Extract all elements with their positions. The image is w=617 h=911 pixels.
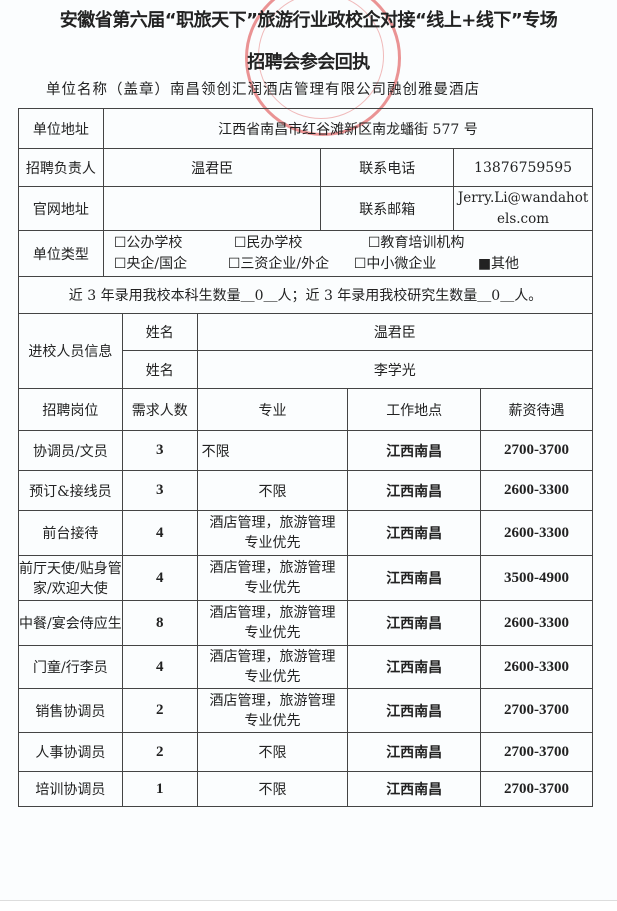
job-position: 人事协调员 (18, 732, 123, 772)
type-options: ☐公办学校 ☐民办学校 ☐教育培训机构 ☐央企/国企 ☐三资企业/外企 ☐中小微企业 ■其… (102, 230, 594, 277)
contact-label: 招聘负责人 (18, 148, 104, 187)
job-location: 江西南昌 (347, 470, 482, 511)
type-sme[interactable]: ☐中小微企业 (353, 255, 437, 272)
job-location: 江西南昌 (347, 645, 482, 689)
job-location: 江西南昌 (347, 771, 482, 807)
job-salary: 3500-4900 (480, 555, 593, 601)
type-training[interactable]: ☐教育培训机构 (367, 234, 465, 251)
visitor-name-label: 姓名 (121, 313, 198, 351)
job-count: 1 (121, 771, 198, 807)
website-label: 官网地址 (18, 186, 104, 231)
job-location: 江西南昌 (347, 688, 482, 733)
job-position: 预订&接线员 (18, 470, 123, 511)
job-major: 酒店管理，旅游管理专业优先 (196, 688, 349, 733)
job-position: 门童/行李员 (18, 645, 123, 689)
address-value: 江西省南昌市红谷滩新区南龙蟠街 577 号 (102, 108, 594, 149)
phone-label: 联系电话 (320, 148, 455, 187)
job-position: 销售协调员 (18, 688, 123, 733)
job-row: 前厅天使/贴身管家/欢迎大使 4 酒店管理，旅游管理专业优先 江西南昌 3500-490… (18, 555, 593, 601)
job-salary: 2600-3300 (480, 510, 593, 556)
job-row: 前台接待 4 酒店管理，旅游管理专业优先 江西南昌 2600-3300 (18, 510, 593, 556)
job-count: 3 (121, 470, 198, 511)
job-location: 江西南昌 (347, 510, 482, 556)
job-count: 8 (121, 600, 198, 646)
job-major: 酒店管理，旅游管理专业优先 (196, 600, 349, 646)
job-salary: 2600-3300 (480, 470, 593, 511)
job-row: 协调员/文员 3 不限 江西南昌 2700-3700 (18, 430, 593, 471)
website-value (102, 186, 322, 231)
job-salary: 2600-3300 (480, 645, 593, 689)
job-row: 中餐/宴会侍应生 8 酒店管理，旅游管理专业优先 江西南昌 2600-3300 (18, 600, 593, 646)
job-salary: 2700-3700 (480, 430, 593, 471)
job-salary: 2700-3700 (480, 771, 593, 807)
email-label: 联系邮箱 (320, 186, 455, 231)
visitor-name: 李学光 (196, 350, 594, 389)
header-location: 工作地点 (347, 388, 482, 431)
header-count: 需求人数 (121, 388, 198, 431)
job-salary: 2700-3700 (480, 688, 593, 733)
type-label: 单位类型 (18, 230, 104, 277)
type-foreign[interactable]: ☐三资企业/外企 (227, 255, 330, 272)
header-salary: 薪资待遇 (480, 388, 593, 431)
job-position: 前台接待 (18, 510, 123, 556)
job-location: 江西南昌 (347, 732, 482, 772)
doc-subtitle: 招聘会参会回执 (247, 52, 370, 73)
job-row: 销售协调员 2 酒店管理，旅游管理专业优先 江西南昌 2700-3700 (18, 688, 593, 733)
job-count: 2 (121, 732, 198, 772)
job-location: 江西南昌 (347, 430, 482, 471)
job-salary: 2600-3300 (480, 600, 593, 646)
job-row: 预订&接线员 3 不限 江西南昌 2600-3300 (18, 470, 593, 511)
phone-value: 13876759595 (453, 148, 593, 187)
job-salary: 2700-3700 (480, 732, 593, 772)
job-count: 2 (121, 688, 198, 733)
form-table: 单位地址 江西省南昌市红谷滩新区南龙蟠街 577 号 招聘负责人 温君臣 联系电话 13… (18, 108, 594, 807)
job-position: 中餐/宴会侍应生 (18, 600, 123, 646)
job-location: 江西南昌 (347, 555, 482, 601)
hire-count-line: 近 3 年录用我校本科生数量＿0＿人；近 3 年录用我校研究生数量＿0＿人。 (18, 276, 593, 314)
job-major: 酒店管理，旅游管理专业优先 (196, 555, 349, 601)
job-position: 前厅天使/贴身管家/欢迎大使 (18, 555, 123, 601)
job-count: 3 (121, 430, 198, 471)
job-major: 不限 (196, 732, 349, 772)
unit-name: 单位名称（盖章）南昌领创汇润酒店管理有限公司融创雅曼酒店 (46, 82, 480, 98)
job-row: 人事协调员 2 不限 江西南昌 2700-3700 (18, 732, 593, 772)
job-location: 江西南昌 (347, 600, 482, 646)
contact-value: 温君臣 (102, 148, 322, 187)
job-count: 4 (121, 555, 198, 601)
address-label: 单位地址 (18, 108, 104, 149)
job-row: 培训协调员 1 不限 江西南昌 2700-3700 (18, 771, 593, 807)
header-major: 专业 (196, 388, 349, 431)
type-other[interactable]: ■其他 (477, 255, 520, 272)
job-major: 酒店管理，旅游管理专业优先 (196, 645, 349, 689)
job-major: 酒店管理，旅游管理专业优先 (196, 510, 349, 556)
job-count: 4 (121, 645, 198, 689)
job-row: 门童/行李员 4 酒店管理，旅游管理专业优先 江西南昌 2600-3300 (18, 645, 593, 689)
job-position: 协调员/文员 (18, 430, 123, 471)
doc-title: 安徽省第六届“职旅天下”旅游行业政校企对接“线上+线下”专场 (59, 10, 558, 31)
header-position: 招聘岗位 (18, 388, 123, 431)
job-position: 培训协调员 (18, 771, 123, 807)
type-soe[interactable]: ☐央企/国企 (113, 255, 188, 272)
job-major: 不限 (196, 430, 349, 471)
visitors-label: 进校人员信息 (18, 313, 123, 389)
job-major: 不限 (196, 771, 349, 807)
email-value: Jerry.Li@wandahotels.com (453, 186, 593, 231)
job-count: 4 (121, 510, 198, 556)
job-major: 不限 (196, 470, 349, 511)
type-private-school[interactable]: ☐民办学校 (233, 234, 303, 251)
type-public-school[interactable]: ☐公办学校 (113, 234, 183, 251)
bottom-toolbar (0, 900, 617, 911)
visitor-name-label: 姓名 (121, 350, 198, 389)
visitor-name: 温君臣 (196, 313, 594, 351)
